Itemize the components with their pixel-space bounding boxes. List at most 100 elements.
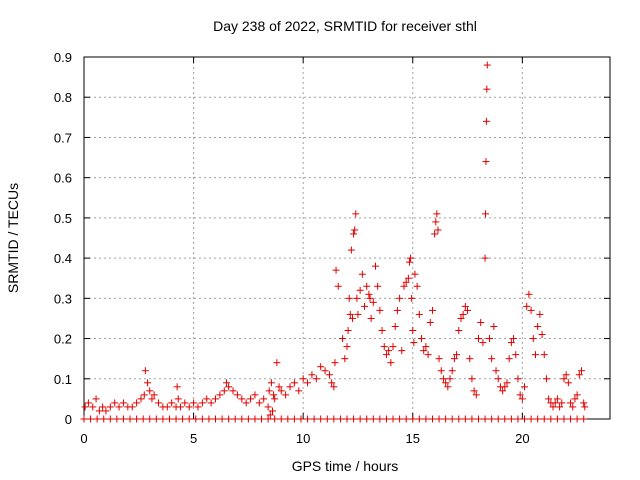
data-point xyxy=(181,399,189,407)
data-point xyxy=(442,415,450,423)
data-point xyxy=(179,415,187,423)
data-point xyxy=(275,383,283,391)
data-point xyxy=(575,371,583,379)
data-point xyxy=(459,310,467,318)
data-point xyxy=(477,318,485,326)
data-point xyxy=(141,367,149,375)
data-point xyxy=(475,335,482,343)
data-points xyxy=(80,61,589,423)
data-point xyxy=(501,415,509,423)
data-point xyxy=(545,395,553,403)
data-point xyxy=(284,415,292,423)
data-point xyxy=(521,415,529,423)
data-point xyxy=(247,395,255,403)
data-point xyxy=(146,387,154,395)
data-point xyxy=(264,403,272,411)
data-point xyxy=(367,314,375,322)
data-point xyxy=(396,294,404,302)
data-point xyxy=(382,351,390,359)
data-point xyxy=(551,399,559,407)
data-point xyxy=(185,403,193,411)
data-point xyxy=(155,399,163,407)
data-point xyxy=(578,367,586,375)
data-point xyxy=(437,367,445,375)
data-point xyxy=(268,407,276,415)
data-point xyxy=(405,258,413,266)
data-point xyxy=(334,282,342,290)
y-tick-label: 0.5 xyxy=(54,211,72,226)
data-point xyxy=(461,415,469,423)
data-point xyxy=(534,322,542,330)
data-point xyxy=(148,395,156,403)
data-point xyxy=(409,327,417,335)
x-tick-label: 10 xyxy=(296,431,310,446)
data-point xyxy=(369,415,377,423)
data-point xyxy=(218,415,226,423)
data-point xyxy=(264,415,272,423)
data-point xyxy=(481,254,489,262)
data-point xyxy=(571,395,579,403)
data-point xyxy=(172,415,180,423)
data-point xyxy=(564,379,572,387)
data-point xyxy=(492,367,500,375)
data-point xyxy=(299,375,307,383)
data-point xyxy=(216,391,224,399)
data-point xyxy=(92,395,100,403)
data-point xyxy=(350,230,358,238)
data-point xyxy=(453,351,461,359)
data-point xyxy=(331,359,339,367)
data-point xyxy=(400,282,408,290)
data-point xyxy=(523,302,531,310)
data-point xyxy=(277,415,285,423)
data-point xyxy=(380,343,388,351)
data-point xyxy=(348,314,356,322)
data-point xyxy=(444,383,452,391)
data-point xyxy=(106,415,114,423)
data-point xyxy=(111,399,119,407)
data-point xyxy=(464,306,472,314)
data-point xyxy=(501,383,509,391)
data-point xyxy=(409,415,417,423)
data-point xyxy=(413,282,421,290)
data-point xyxy=(422,415,430,423)
data-point xyxy=(396,415,404,423)
x-axis-title: GPS time / hours xyxy=(292,458,399,474)
data-point xyxy=(525,290,533,298)
data-point xyxy=(505,355,513,363)
data-point xyxy=(144,379,152,387)
data-point xyxy=(475,415,482,423)
data-point xyxy=(418,335,426,343)
grid-lines xyxy=(84,57,610,419)
data-point xyxy=(431,230,439,238)
data-point xyxy=(542,375,550,383)
data-point xyxy=(518,395,526,403)
data-point xyxy=(229,387,237,395)
data-point xyxy=(433,210,441,218)
data-point xyxy=(80,415,88,423)
data-point xyxy=(540,351,548,359)
data-point xyxy=(150,391,158,399)
data-point xyxy=(481,415,489,423)
data-point xyxy=(468,375,476,383)
data-point xyxy=(146,415,154,423)
data-point xyxy=(297,415,305,423)
data-point xyxy=(488,415,496,423)
data-point xyxy=(321,367,329,375)
data-point xyxy=(251,391,259,399)
y-tick-label: 0.9 xyxy=(54,50,72,65)
data-point xyxy=(363,415,371,423)
data-point xyxy=(439,375,447,383)
data-point xyxy=(343,343,351,351)
data-point xyxy=(424,351,432,359)
data-point xyxy=(426,318,434,326)
data-point xyxy=(435,415,443,423)
data-point xyxy=(251,415,259,423)
data-point xyxy=(389,415,397,423)
data-point xyxy=(567,415,575,423)
x-tick-label: 0 xyxy=(80,431,87,446)
data-point xyxy=(87,415,95,423)
x-tick-label: 15 xyxy=(406,431,420,446)
data-point xyxy=(382,415,390,423)
data-point xyxy=(163,403,171,411)
data-point xyxy=(485,335,493,343)
